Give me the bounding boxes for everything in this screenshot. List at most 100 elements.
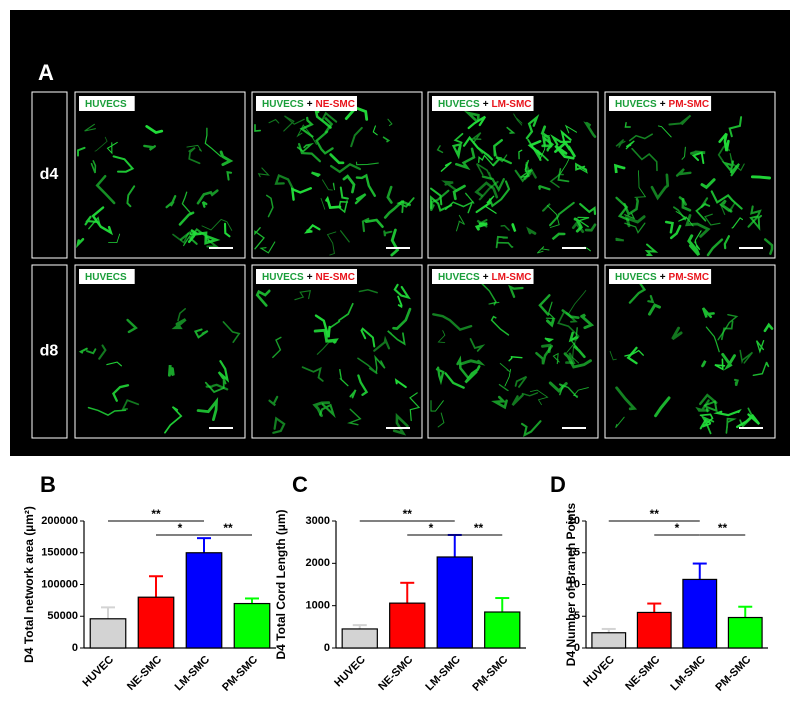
- vessel-segment: [675, 168, 692, 177]
- vessel-segment: [508, 284, 524, 298]
- x-tick-label: LM-SMC: [668, 654, 708, 694]
- vessel-segment: [322, 179, 333, 191]
- vessel-segment: [650, 173, 670, 201]
- vessel-segment: [177, 308, 186, 322]
- vessel-segment: [360, 327, 376, 348]
- vessel-segment: [437, 412, 445, 428]
- vessel-segment: [511, 223, 517, 232]
- vessel-segment: [664, 220, 674, 234]
- vessel-segment: [538, 294, 551, 316]
- y-tick-label: 0: [574, 642, 580, 654]
- vessel-segment: [188, 146, 201, 165]
- vessel-segment: [644, 243, 659, 256]
- vessel-segment: [455, 147, 476, 171]
- vessel-segment: [541, 343, 552, 354]
- vessel-segment: [164, 406, 183, 434]
- bar: [484, 611, 521, 649]
- vessel-segment: [204, 127, 222, 157]
- vessel-segment: [387, 330, 406, 346]
- x-tick-label: HUVEC: [80, 654, 116, 690]
- y-tick-label: 200000: [41, 515, 78, 527]
- condition-chip: [432, 269, 534, 284]
- bar: [436, 556, 473, 649]
- vessel-segment: [339, 368, 349, 387]
- vessel-segment: [717, 314, 739, 341]
- y-tick-label: 15: [568, 547, 580, 559]
- vessel-segment: [475, 163, 493, 180]
- y-tick-label: 0: [72, 642, 78, 654]
- vessel-segment: [549, 173, 564, 188]
- vessel-segment: [624, 349, 644, 357]
- vessel-segment: [609, 350, 617, 361]
- vessel-segment: [545, 301, 556, 320]
- condition-chip: [609, 96, 712, 111]
- vessel-segment: [255, 289, 271, 307]
- vessel-segment: [706, 238, 724, 257]
- vessel-segment: [493, 139, 503, 157]
- vessel-segment: [181, 191, 192, 215]
- vessel-segment: [326, 231, 337, 256]
- x-tick-label: HUVEC: [332, 654, 368, 690]
- significance-label: **: [474, 521, 484, 535]
- vessel-segment: [320, 198, 326, 210]
- vessel-segment: [514, 375, 528, 388]
- vessel-segment: [699, 393, 718, 406]
- condition-chip: [432, 96, 534, 111]
- vessel-segment: [490, 315, 510, 336]
- condition-part: HUVECS: [438, 272, 480, 283]
- vessel-segment: [112, 155, 135, 173]
- vessel-segment: [668, 114, 692, 126]
- vessel-segment: [625, 140, 635, 150]
- vessel-segment: [396, 197, 415, 214]
- vessel-segment: [615, 416, 625, 429]
- condition-part: HUVECS: [85, 99, 127, 110]
- vessel-segment: [511, 394, 524, 406]
- vessel-segment: [580, 313, 595, 330]
- vessel-segment: [731, 217, 743, 229]
- vessel-segment: [436, 145, 444, 154]
- vessel-segment: [703, 400, 718, 413]
- vessel-segment: [268, 395, 279, 407]
- significance-label: **: [403, 507, 413, 521]
- vessel-segment: [429, 195, 453, 212]
- vessel-segment: [172, 232, 190, 244]
- vessel-segment: [747, 205, 762, 228]
- vessel-segment: [178, 211, 195, 226]
- vessel-segment: [467, 115, 487, 130]
- vessel-segment: [557, 168, 570, 183]
- bar: [341, 628, 378, 649]
- vessel-segment: [484, 195, 497, 214]
- vessel-segment: [226, 171, 233, 181]
- condition-part: +: [307, 99, 313, 110]
- vessel-segment: [749, 214, 763, 231]
- vessel-segment: [566, 342, 580, 364]
- row-label-box: [31, 264, 68, 439]
- x-tick-label: PM-SMC: [220, 654, 260, 694]
- vessel-segment: [332, 182, 336, 191]
- significance-label: *: [675, 521, 680, 535]
- vessel-segment: [721, 352, 736, 371]
- panel-label: D: [550, 472, 566, 497]
- condition-part: +: [660, 272, 666, 283]
- vessel-segment: [763, 238, 774, 255]
- vessel-segment: [201, 201, 208, 208]
- vessel-segment: [488, 301, 500, 305]
- vessel-segment: [126, 185, 136, 208]
- vessel-segment: [432, 313, 473, 331]
- row-label: d4: [40, 166, 59, 183]
- significance-label: **: [718, 521, 728, 535]
- vessel-segment: [554, 144, 575, 160]
- condition-part: LM-SMC: [492, 99, 532, 110]
- vessel-segment: [513, 113, 523, 126]
- vessel-segment: [470, 132, 484, 155]
- vessel-segment: [437, 330, 446, 343]
- vessel-segment: [430, 187, 443, 206]
- y-tick-label: 0: [324, 642, 330, 654]
- vessel-segment: [373, 335, 391, 352]
- panel-label: A: [38, 60, 54, 85]
- vessel-segment: [319, 403, 336, 419]
- micrograph: HUVECS + PM-SMC: [604, 264, 776, 439]
- vessel-segment: [478, 154, 494, 167]
- vessel-segment: [739, 349, 753, 365]
